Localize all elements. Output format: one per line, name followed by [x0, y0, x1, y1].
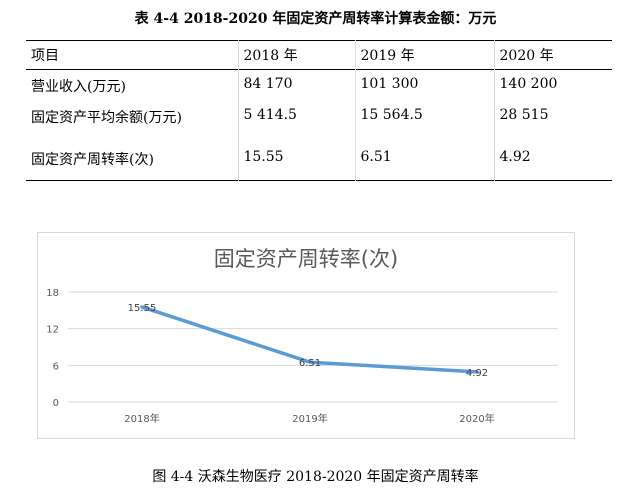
- data-label: 6.51: [299, 358, 321, 369]
- y-tick-label: 18: [46, 288, 59, 299]
- data-label: 4.92: [466, 368, 488, 379]
- y-tick-label: 0: [53, 398, 59, 409]
- y-tick-label: 6: [53, 361, 59, 372]
- y-tick-label: 12: [46, 325, 59, 336]
- line-chart-svg: 固定资产周转率(次) 18 12 6 0 2018年 2019年 2020年 15.55 6.51…: [46, 247, 558, 425]
- turnover-chart: 固定资产周转率(次) 18 12 6 0 2018年 2019年 2020年 15.55 6.51…: [37, 232, 575, 439]
- table-cell: 4.92: [493, 142, 612, 181]
- figure-caption: 图 4-4 沃森生物医疗 2018-2020 年固定资产周转率: [152, 469, 479, 485]
- table-cell: 84 170: [237, 69, 355, 101]
- table-header-row: 项目 2018 年 2019 年 2020 年: [26, 40, 612, 70]
- table-cell: 15.55: [237, 142, 355, 181]
- table-cell: 101 300: [354, 69, 494, 101]
- table-cell: 28 515: [493, 100, 612, 143]
- chart-title: 固定资产周转率(次): [214, 247, 398, 271]
- header-2020: 2020 年: [493, 40, 612, 70]
- table-row: 固定资产周转率(次) 15.55 6.51 4.92: [26, 142, 612, 181]
- x-tick-label: 2019年: [292, 412, 327, 425]
- table-caption: 表 4-4 2018-2020 年固定资产周转率计算表金额：万元: [134, 11, 497, 27]
- x-tick-label: 2020年: [459, 412, 494, 425]
- header-item: 项目: [31, 48, 59, 64]
- row-label: 营业收入(万元): [31, 79, 126, 95]
- table-row: 营业收入(万元) 84 170 101 300 140 200: [26, 69, 612, 101]
- row-label: 固定资产周转率(次): [31, 151, 154, 168]
- row-label: 固定资产平均余额(万元): [31, 109, 182, 126]
- x-tick-label: 2018年: [124, 412, 159, 425]
- table-cell: 140 200: [493, 69, 612, 101]
- series-line: [140, 305, 479, 374]
- table-row: 固定资产平均余额(万元) 5 414.5 15 564.5 28 515: [26, 100, 612, 143]
- data-label: 15.55: [128, 303, 157, 314]
- header-2018: 2018 年: [237, 40, 355, 70]
- turnover-table: 项目 2018 年 2019 年 2020 年 营业收入(万元) 84 170 …: [26, 40, 612, 181]
- table-cell: 5 414.5: [237, 100, 355, 143]
- table-cell: 6.51: [354, 142, 494, 181]
- table-cell: 15 564.5: [354, 100, 494, 143]
- header-2019: 2019 年: [354, 40, 494, 70]
